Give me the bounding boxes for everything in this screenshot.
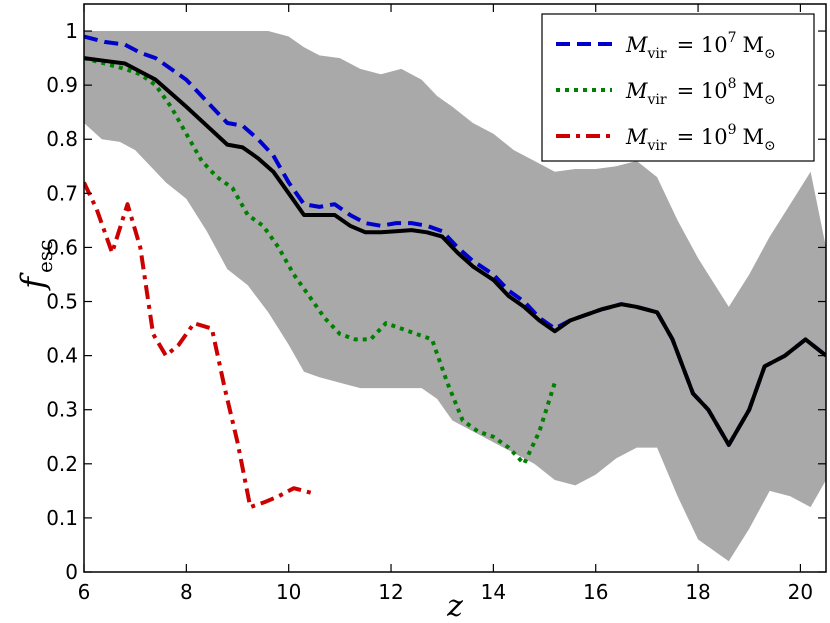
y-tick-label: 0.3	[46, 398, 78, 422]
y-tick-label: 0.6	[46, 235, 78, 259]
svg-text:esc: esc	[33, 240, 57, 273]
x-tick-label: 18	[685, 580, 710, 604]
legend-label-2: Mvir = 109 M⊙	[625, 122, 776, 154]
plot-frame	[83, 3, 827, 573]
series-line-3	[84, 56, 826, 447]
x-tick-label: 14	[481, 580, 506, 604]
legend-label-1: Mvir = 108 M⊙	[625, 76, 776, 108]
axes-layer: 6 8 10 12 14 16 18 20 0 0.1 0.2 0.3 0.4 0.5 0.6 0.7 0.8 0…	[46, 3, 827, 604]
y-tick-label: 0.8	[46, 127, 78, 151]
y-tick-label: 0.4	[46, 344, 78, 368]
y-tick-label: 0.7	[46, 181, 78, 205]
y-tick-label: 1	[65, 19, 78, 43]
shaded-band	[84, 31, 826, 562]
legend: Mvir = 107 M⊙ Mvir = 108 M⊙ Mvir = 109 M⊙	[541, 13, 815, 162]
y-tick-label: 0.9	[46, 73, 78, 97]
series-line-2	[84, 181, 315, 510]
x-tick-label: 8	[180, 580, 193, 604]
y-axis-label: f esc	[14, 240, 57, 291]
shaded-band-layer	[84, 31, 826, 562]
x-tick-label: 6	[78, 580, 91, 604]
y-tick-label: 0.1	[46, 506, 78, 530]
y-tick-label: 0.5	[46, 290, 78, 314]
x-tick-label: 20	[788, 580, 813, 604]
y-tick-label: 0.2	[46, 452, 78, 476]
x-tick-label: 10	[276, 580, 301, 604]
y-tick-label: 0	[65, 560, 78, 584]
series-layer	[84, 34, 826, 510]
legend-label-0: Mvir = 107 M⊙	[625, 30, 776, 62]
svg-text:f: f	[14, 272, 52, 291]
x-tick-label: 12	[378, 580, 403, 604]
x-axis-label: z	[446, 589, 463, 623]
x-tick-label: 16	[583, 580, 608, 604]
